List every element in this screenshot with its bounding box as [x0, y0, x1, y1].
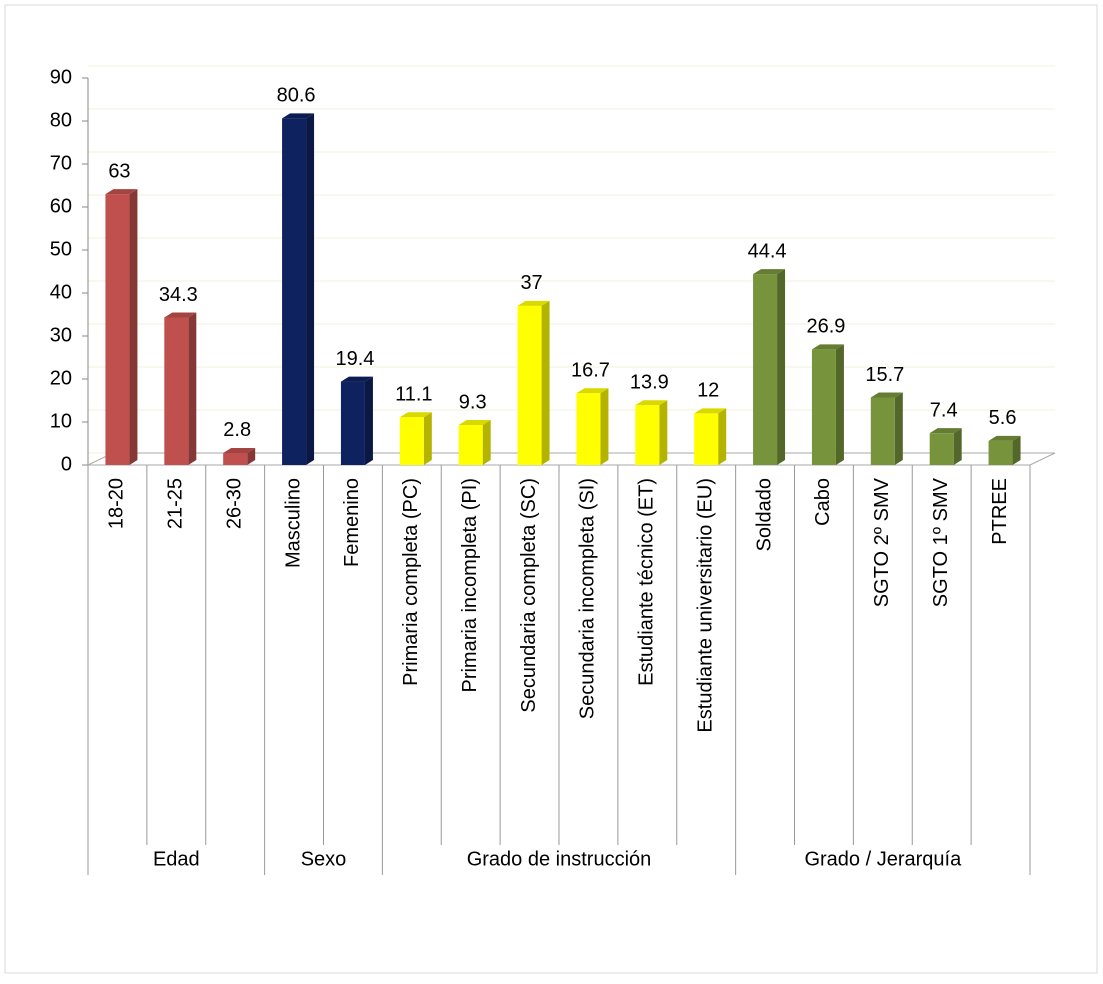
y-tick-label: 50	[50, 238, 72, 260]
bar-side	[1012, 435, 1021, 465]
value-label: 2.8	[223, 419, 251, 441]
bar-side	[718, 408, 727, 465]
x-tick-label: Primaria completa (PC)	[400, 478, 422, 686]
value-label: 19.4	[335, 348, 374, 370]
value-label: 80.6	[277, 85, 316, 107]
value-label: 37	[520, 272, 542, 294]
bar	[458, 425, 483, 465]
bar-side	[953, 428, 962, 465]
bar-side	[188, 312, 197, 465]
bar-top	[870, 392, 903, 398]
value-label: 16.7	[571, 359, 610, 381]
value-label: 9.3	[459, 391, 487, 413]
x-tick-label: SGTO 1º SMV	[930, 477, 952, 607]
x-tick-label: Soldado	[753, 478, 775, 551]
bar	[105, 194, 130, 465]
bar-top	[811, 344, 844, 350]
x-tick-label: 26-30	[223, 478, 245, 529]
value-label: 5.6	[989, 407, 1017, 429]
x-tick-label: Secundaria incompleta (SI)	[577, 478, 599, 719]
bar-side	[364, 376, 373, 465]
x-tick-label: 18-20	[106, 478, 128, 529]
bar-top	[105, 189, 138, 195]
group-label: Sexo	[301, 848, 347, 870]
bar-top	[282, 113, 315, 119]
bar	[340, 381, 365, 465]
value-label: 63	[108, 160, 130, 182]
x-tick-label: Estudiante técnico (ET)	[636, 478, 658, 686]
bar-side	[129, 189, 138, 465]
bar-top	[517, 300, 550, 306]
bar-side	[600, 388, 609, 465]
y-tick-label: 0	[61, 453, 72, 475]
x-tick-label: Primaria incompleta (PI)	[459, 478, 481, 693]
bar	[223, 452, 248, 465]
group-label: Grado de instrucción	[467, 848, 652, 870]
bar	[635, 405, 660, 465]
y-tick-label: 10	[50, 410, 72, 432]
y-tick-label: 70	[50, 152, 72, 174]
x-tick-label: 21-25	[165, 478, 187, 529]
value-label: 12	[697, 380, 719, 402]
bar-side	[541, 300, 550, 465]
bar-side	[247, 447, 256, 465]
bar	[576, 393, 601, 465]
y-tick-label: 60	[50, 195, 72, 217]
x-tick-label: SGTO 2º SMV	[871, 477, 893, 607]
bar	[282, 118, 307, 466]
x-tick-label: Cabo	[812, 478, 834, 526]
x-tick-label: Femenino	[341, 478, 363, 567]
value-label: 15.7	[865, 364, 904, 386]
value-label: 44.4	[748, 240, 787, 262]
x-tick-label: Estudiante universitario (EU)	[694, 478, 716, 733]
y-tick-label: 20	[50, 367, 72, 389]
x-tick-label: PTREE	[989, 478, 1011, 545]
value-label: 26.9	[806, 316, 845, 338]
y-tick-label: 30	[50, 324, 72, 346]
value-label: 7.4	[930, 399, 958, 421]
value-label: 34.3	[159, 284, 198, 306]
bar	[399, 417, 424, 465]
bar-top	[458, 420, 491, 426]
group-label: Grado / Jerarquía	[804, 848, 962, 870]
x-tick-label: Secundaria completa (SC)	[518, 478, 540, 713]
bar	[929, 433, 954, 465]
chart-border	[4, 4, 1098, 974]
group-label: Edad	[153, 848, 200, 870]
bar-side	[835, 344, 844, 465]
y-tick-label: 40	[50, 281, 72, 303]
bar-side	[306, 113, 315, 466]
bar	[811, 349, 836, 465]
bar-top	[635, 400, 668, 406]
bar	[988, 440, 1013, 465]
bar-top	[399, 412, 432, 418]
bar	[694, 413, 719, 465]
bar-top	[164, 312, 197, 318]
bar-side	[894, 392, 903, 465]
bar	[164, 317, 189, 465]
y-tick-label: 90	[50, 66, 72, 88]
bar	[753, 274, 778, 465]
bar-top	[753, 269, 786, 275]
value-label: 11.1	[395, 384, 432, 406]
bar-side	[482, 420, 491, 465]
bar-side	[777, 269, 786, 465]
bar	[517, 305, 542, 465]
bar	[870, 397, 895, 465]
bar-top	[576, 388, 609, 394]
y-tick-label: 80	[50, 109, 72, 131]
bar-top	[694, 408, 727, 414]
value-label: 13.9	[630, 372, 669, 394]
bar-top	[340, 376, 373, 382]
x-tick-label: Masculino	[282, 478, 304, 568]
bar-top	[929, 428, 962, 434]
bar-side	[423, 412, 432, 465]
bar-top	[223, 447, 256, 453]
bar-side	[659, 400, 668, 465]
bar-top	[988, 435, 1021, 441]
